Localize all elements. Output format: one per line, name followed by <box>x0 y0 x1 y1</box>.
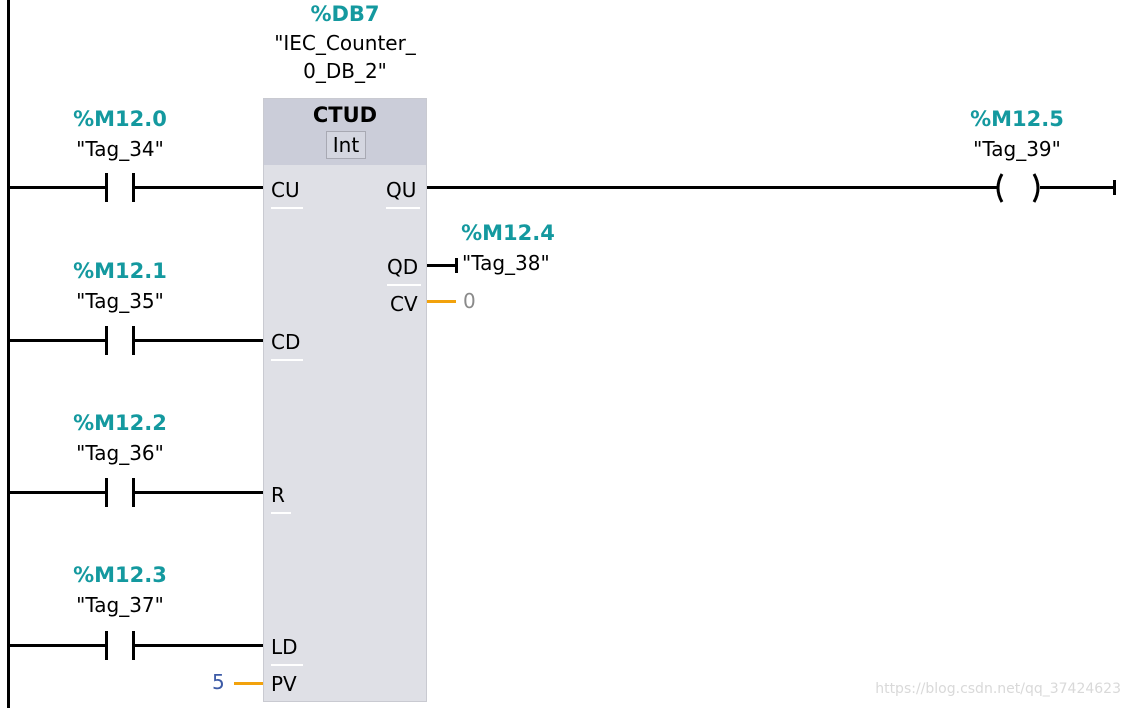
pv-value[interactable]: 5 <box>212 670 225 694</box>
rung-wire <box>134 491 263 494</box>
rung-wire <box>134 339 263 342</box>
watermark: https://blog.csdn.net/qq_37424623 <box>875 681 1121 697</box>
instance-db-name-line2[interactable]: 0_DB_2" <box>303 59 387 83</box>
coil-tag[interactable]: "Tag_39" <box>973 137 1061 161</box>
power-rail <box>7 0 10 708</box>
pv-wire <box>234 682 263 685</box>
block-header: CTUD Int <box>264 99 426 165</box>
contact-address[interactable]: %M12.0 <box>73 107 167 131</box>
rung-end <box>1113 180 1116 195</box>
pin-qd: QD <box>387 255 419 279</box>
pin-cu: CU <box>271 178 300 202</box>
rung-wire <box>134 644 263 647</box>
pin-cd: CD <box>271 330 301 354</box>
no-contact-left[interactable] <box>105 173 108 202</box>
qd-wire-end <box>455 258 458 273</box>
pin-cv: CV <box>390 292 418 316</box>
rung-wire <box>134 186 263 189</box>
rung-wire <box>10 644 107 647</box>
rung-wire <box>10 339 107 342</box>
coil-symbol[interactable] <box>990 172 1050 204</box>
ctud-block[interactable]: CTUD Int <box>263 98 427 702</box>
pin-pv: PV <box>271 672 297 696</box>
no-contact-right[interactable] <box>132 631 135 660</box>
contact-address[interactable]: %M12.3 <box>73 563 167 587</box>
pin-ld-underline <box>271 664 303 666</box>
no-contact-right[interactable] <box>132 326 135 355</box>
block-type: CTUD <box>312 103 378 127</box>
pin-qd-underline <box>387 284 421 286</box>
cv-wire <box>427 300 456 303</box>
contact-tag[interactable]: "Tag_37" <box>76 593 164 617</box>
contact-tag[interactable]: "Tag_34" <box>76 137 164 161</box>
no-contact-left[interactable] <box>105 631 108 660</box>
instance-db-address[interactable]: %DB7 <box>310 2 380 26</box>
qd-address[interactable]: %M12.4 <box>461 221 555 245</box>
contact-address[interactable]: %M12.2 <box>73 411 167 435</box>
coil-address[interactable]: %M12.5 <box>970 107 1064 131</box>
no-contact-left[interactable] <box>105 326 108 355</box>
contact-tag[interactable]: "Tag_35" <box>76 289 164 313</box>
no-contact-right[interactable] <box>132 173 135 202</box>
pin-r-underline <box>271 512 291 514</box>
cv-value[interactable]: 0 <box>463 289 476 313</box>
no-contact-left[interactable] <box>105 478 108 507</box>
contact-address[interactable]: %M12.1 <box>73 259 167 283</box>
rung-wire <box>10 186 107 189</box>
pin-cu-underline <box>271 207 303 209</box>
rung-wire <box>427 186 999 189</box>
pin-qu: QU <box>386 178 417 202</box>
rung-wire <box>10 491 107 494</box>
pin-ld: LD <box>271 635 298 659</box>
no-contact-right[interactable] <box>132 478 135 507</box>
block-data-type-selector[interactable]: Int <box>326 131 366 159</box>
contact-tag[interactable]: "Tag_36" <box>76 441 164 465</box>
pin-r: R <box>271 483 285 507</box>
pin-qu-underline <box>386 207 420 209</box>
instance-db-name-line1[interactable]: "IEC_Counter_ <box>274 31 416 55</box>
qd-wire <box>427 264 457 267</box>
qd-tag[interactable]: "Tag_38" <box>462 251 550 275</box>
pin-cd-underline <box>271 359 303 361</box>
rung-wire <box>1040 186 1115 189</box>
